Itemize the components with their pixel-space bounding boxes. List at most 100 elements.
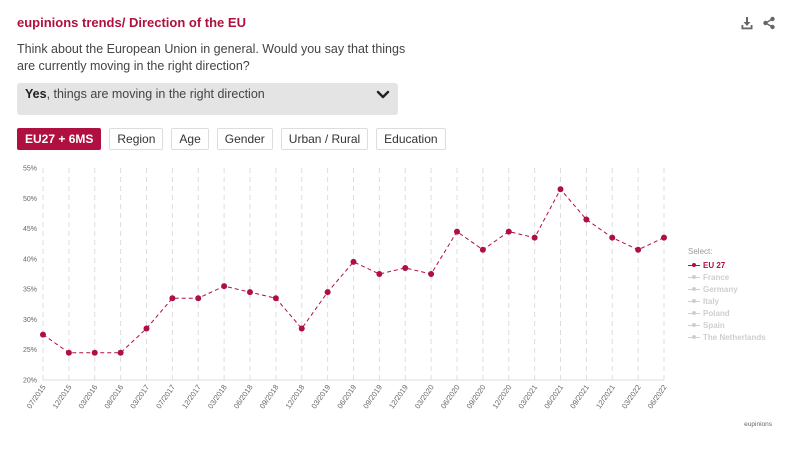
- tab-urban-rural[interactable]: Urban / Rural: [280, 128, 369, 150]
- legend-marker: [688, 285, 700, 293]
- data-point: [117, 349, 124, 356]
- tab-gender[interactable]: Gender: [216, 128, 273, 150]
- filter-tabs: EU27 + 6MS Region Age Gender Urban / Rur…: [17, 128, 446, 150]
- x-tick-label: 07/2017: [154, 383, 177, 410]
- y-tick-label: 50%: [23, 196, 37, 203]
- series-eu27: [40, 186, 667, 356]
- data-point: [40, 331, 46, 338]
- data-point: [324, 289, 331, 296]
- y-tick-label: 25%: [23, 347, 37, 354]
- data-point: [402, 264, 409, 271]
- data-point: [272, 295, 279, 302]
- data-point: [454, 228, 460, 235]
- y-tick-label: 40%: [23, 256, 37, 263]
- x-tick-label: 06/2019: [335, 383, 358, 410]
- legend: Select: EU 27 France Germany Italy Polan…: [688, 247, 766, 343]
- data-point: [609, 234, 616, 241]
- x-tick-label: 12/2018: [283, 383, 306, 410]
- y-tick-label: 20%: [23, 378, 37, 385]
- x-tick-label: 09/2021: [568, 383, 591, 410]
- data-point: [635, 246, 642, 253]
- data-point: [661, 234, 667, 241]
- legend-label: EU 27: [703, 260, 726, 270]
- tab-region[interactable]: Region: [109, 128, 164, 150]
- data-point: [298, 325, 305, 332]
- legend-item-eu27[interactable]: EU 27: [688, 259, 766, 271]
- x-tick-label: 06/2021: [542, 383, 565, 410]
- data-point: [221, 283, 228, 290]
- survey-question: Think about the European Union in genera…: [17, 42, 406, 73]
- legend-label: Germany: [703, 284, 738, 294]
- chart-grid: [42, 168, 665, 381]
- legend-marker: [688, 333, 700, 341]
- data-point: [505, 228, 512, 235]
- line-chart: 20%25%30%35%40%45%50%55% 07/2015 12/2015 0…: [23, 166, 669, 411]
- legend-item-spain[interactable]: Spain: [688, 319, 766, 331]
- data-point: [531, 234, 538, 241]
- dropdown-selected-value: Yes, things are moving in the right dire…: [25, 87, 265, 101]
- data-point: [195, 295, 202, 302]
- legend-marker: [688, 309, 700, 317]
- y-axis-ticks: 20% 25% 30% 35% 40% 45% 50% 55%: [23, 166, 37, 385]
- legend-marker: [688, 273, 700, 281]
- chevron-down-icon[interactable]: [376, 90, 390, 100]
- page-title: eupinions trends/ Direction of the EU: [17, 15, 246, 30]
- legend-title: Select:: [688, 247, 713, 256]
- x-axis-ticks: 07/2015 12/2015 03/2016 08/2016 03/2017 07/20…: [25, 383, 669, 410]
- data-point: [350, 258, 357, 265]
- legend-item-poland[interactable]: Poland: [688, 307, 766, 319]
- data-point: [65, 349, 72, 356]
- toolbar: [740, 16, 776, 30]
- legend-label: The Netherlands: [703, 332, 766, 342]
- legend-item-italy[interactable]: Italy: [688, 295, 766, 307]
- x-tick-label: 08/2016: [102, 383, 125, 410]
- tab-eu27-6ms[interactable]: EU27 + 6MS: [17, 128, 102, 150]
- dropdown-selected-bold: Yes: [25, 87, 47, 101]
- legend-label: Spain: [703, 320, 725, 330]
- x-tick-label: 09/2020: [465, 383, 488, 410]
- data-point: [557, 186, 564, 193]
- data-point: [583, 216, 590, 223]
- x-tick-label: 03/2018: [206, 383, 229, 410]
- y-tick-label: 30%: [23, 317, 37, 324]
- legend-label: France: [703, 272, 730, 282]
- answer-dropdown[interactable]: Yes, things are moving in the right dire…: [17, 83, 398, 115]
- y-tick-label: 35%: [23, 287, 37, 294]
- share-icon[interactable]: [762, 16, 776, 30]
- x-tick-label: 06/2018: [232, 383, 255, 410]
- tab-education[interactable]: Education: [376, 128, 446, 150]
- x-tick-label: 12/2019: [387, 383, 410, 410]
- download-icon[interactable]: [740, 16, 754, 30]
- x-tick-label: 03/2019: [309, 383, 332, 410]
- data-point: [376, 271, 383, 277]
- data-point: [91, 349, 98, 356]
- x-tick-label: 09/2018: [258, 383, 281, 410]
- legend-marker: [688, 297, 700, 305]
- x-tick-label: 07/2015: [25, 383, 48, 410]
- tab-age[interactable]: Age: [171, 128, 209, 150]
- x-tick-label: 12/2020: [490, 383, 513, 410]
- x-tick-label: 03/2022: [620, 383, 643, 410]
- legend-item-netherlands[interactable]: The Netherlands: [688, 331, 766, 343]
- legend-label: Italy: [703, 296, 720, 306]
- x-tick-label: 03/2016: [76, 383, 99, 410]
- data-point: [143, 325, 150, 332]
- x-tick-label: 03/2021: [516, 383, 539, 410]
- legend-item-germany[interactable]: Germany: [688, 283, 766, 295]
- y-tick-label: 55%: [23, 166, 37, 173]
- legend-marker: [688, 261, 700, 269]
- data-point: [247, 289, 253, 296]
- x-tick-label: 03/2017: [128, 383, 151, 410]
- legend-label: Poland: [703, 308, 730, 318]
- x-tick-label: 06/2020: [439, 383, 462, 410]
- x-tick-label: 12/2017: [180, 383, 203, 410]
- data-point: [169, 295, 176, 302]
- x-tick-label: 12/2015: [51, 383, 74, 410]
- dropdown-selected-rest: , things are moving in the right directi…: [46, 87, 265, 101]
- legend-marker: [688, 321, 700, 329]
- x-tick-label: 12/2021: [594, 383, 617, 410]
- legend-item-france[interactable]: France: [688, 271, 766, 283]
- x-tick-label: 03/2020: [413, 383, 436, 410]
- credit-text: eupinions: [744, 421, 772, 428]
- data-point: [479, 246, 486, 253]
